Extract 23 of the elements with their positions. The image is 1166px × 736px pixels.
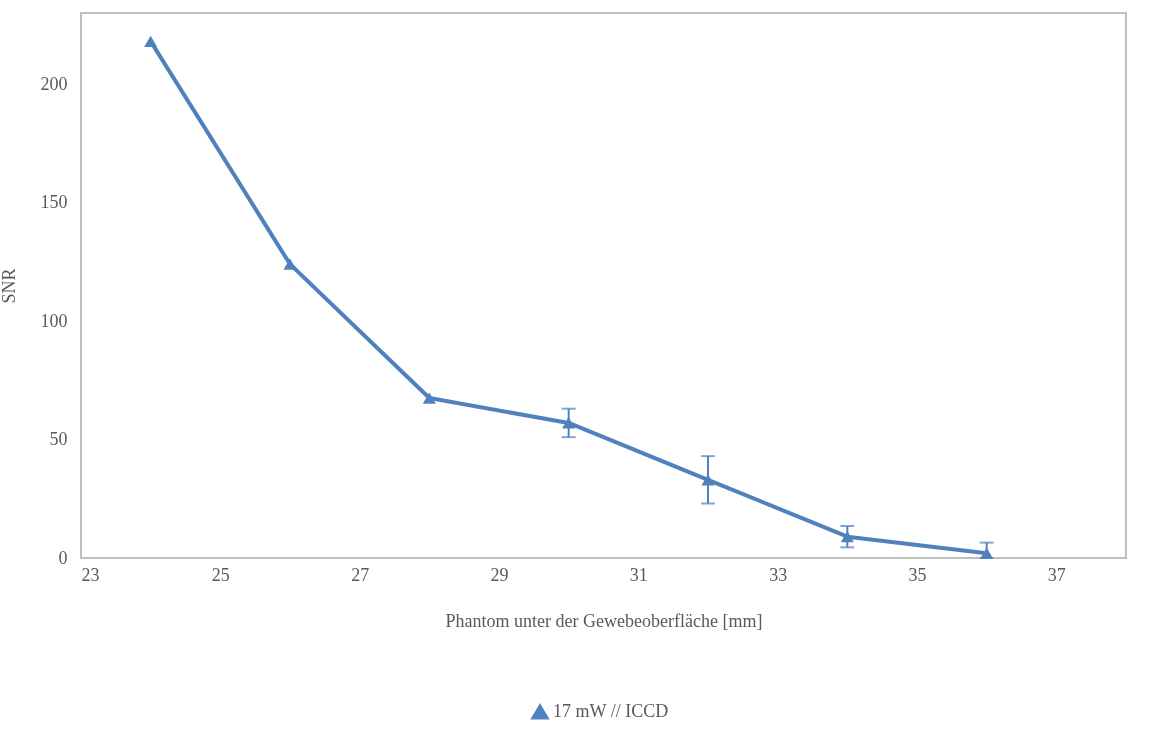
point [283,258,297,270]
y-tick-label: 0 [58,547,68,568]
x-axis-title: Phantom unter der Gewebeoberfläche [mm] [445,610,763,631]
point [422,392,436,404]
x-tick-label: 33 [769,564,788,585]
point [562,417,576,429]
y-tick-label: 100 [40,310,68,331]
point [144,35,158,48]
legend-label: 17 mW // ICCD [553,701,669,721]
x-tick-label: 37 [1047,564,1066,585]
y-tick-label: 50 [49,429,68,450]
x-tick-label: 27 [351,564,370,585]
x-tick-label: 35 [908,564,927,585]
y-axis-title: SNR [0,268,19,304]
x-tick-label: 29 [490,564,509,585]
y-tick-label: 200 [40,73,68,94]
point [701,474,715,486]
x-tick-label: 23 [81,564,100,585]
y-tick-label: 150 [40,192,68,213]
x-tick-label: 31 [629,564,648,585]
point [840,531,854,543]
point [980,547,994,559]
x-tick-label: 25 [211,564,230,585]
